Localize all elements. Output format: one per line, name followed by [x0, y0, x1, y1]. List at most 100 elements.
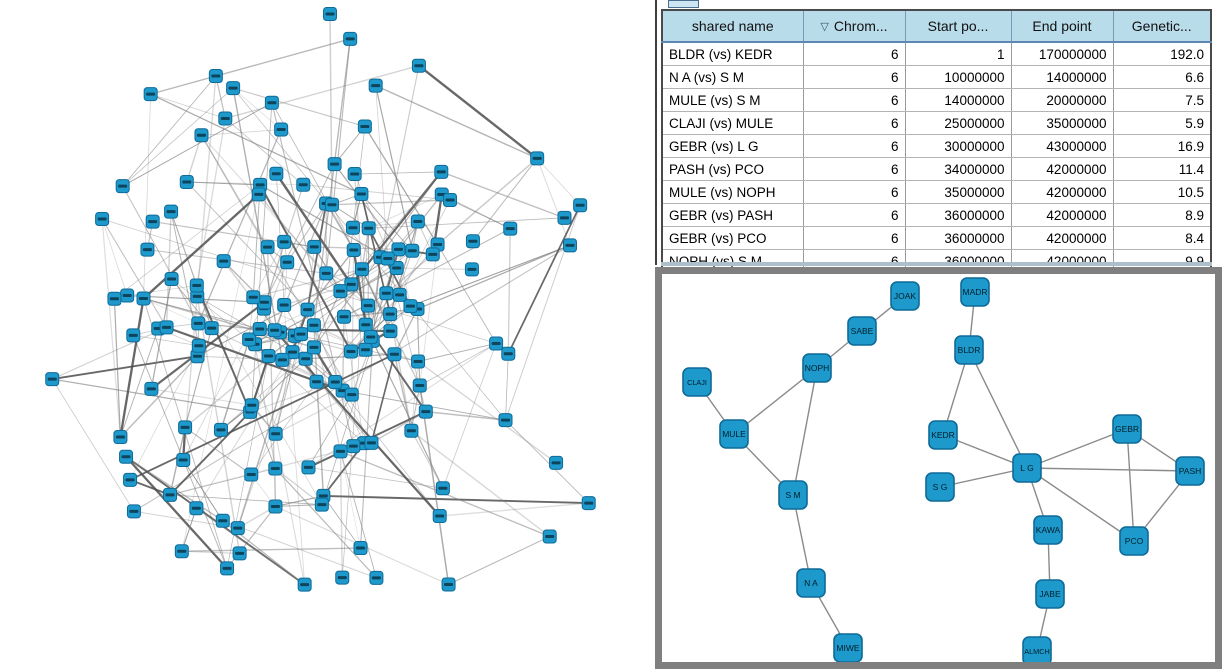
- network-node[interactable]: [218, 111, 233, 126]
- network-node[interactable]: [306, 318, 321, 333]
- network-node[interactable]: [140, 242, 155, 257]
- network-edge[interactable]: [200, 134, 353, 396]
- network-edge[interactable]: [197, 296, 293, 353]
- network-edge[interactable]: [101, 218, 497, 344]
- network-node[interactable]: [230, 521, 245, 536]
- network-edge[interactable]: [125, 456, 228, 570]
- network-node[interactable]: [489, 336, 504, 351]
- network-node[interactable]: [307, 239, 322, 254]
- table-row[interactable]: GEBR (vs) PCO 6 36000000 42000000 8.4: [662, 226, 1212, 250]
- network-node[interactable]: [346, 243, 361, 258]
- network-node[interactable]: [306, 340, 321, 355]
- network-edge[interactable]: [375, 85, 389, 259]
- network-node[interactable]: [333, 284, 348, 299]
- network-edge[interactable]: [225, 65, 420, 120]
- network-node[interactable]: [412, 378, 427, 393]
- network-node-s-g[interactable]: S G: [925, 472, 955, 502]
- network-edge[interactable]: [184, 328, 213, 428]
- network-node[interactable]: [379, 286, 394, 301]
- network-node-claji[interactable]: CLAJI: [682, 367, 712, 397]
- network-node-pash[interactable]: PASH: [1175, 456, 1205, 486]
- network-node[interactable]: [264, 95, 279, 110]
- network-edge[interactable]: [186, 181, 304, 186]
- network-node[interactable]: [363, 329, 378, 344]
- network-edge[interactable]: [101, 218, 168, 328]
- network-edge[interactable]: [122, 75, 217, 187]
- network-node[interactable]: [179, 174, 194, 189]
- network-edge[interactable]: [195, 351, 293, 509]
- network-node[interactable]: [277, 234, 292, 249]
- network-node[interactable]: [113, 430, 128, 445]
- network-edge[interactable]: [165, 211, 172, 328]
- network-edge[interactable]: [361, 193, 413, 252]
- network-edge[interactable]: [368, 217, 565, 229]
- network-node[interactable]: [159, 320, 174, 335]
- network-node[interactable]: [361, 221, 376, 236]
- network-edge[interactable]: [133, 335, 199, 347]
- network-node[interactable]: [309, 374, 324, 389]
- network-edge[interactable]: [253, 241, 285, 298]
- network-edge[interactable]: [507, 204, 581, 355]
- network-edge[interactable]: [232, 87, 284, 360]
- column-header-genetic-[interactable]: Genetic...: [1112, 9, 1212, 43]
- network-edge[interactable]: [449, 199, 511, 229]
- network-edge[interactable]: [122, 185, 199, 324]
- network-node[interactable]: [232, 546, 247, 561]
- network-edge[interactable]: [418, 64, 538, 160]
- network-edge[interactable]: [101, 218, 128, 296]
- network-edge[interactable]: [181, 550, 240, 554]
- network-edge[interactable]: [275, 495, 324, 508]
- filter-icon[interactable]: ▽: [820, 21, 829, 33]
- network-node[interactable]: [358, 342, 373, 357]
- network-edge[interactable]: [343, 227, 354, 317]
- network-edge[interactable]: [220, 347, 315, 431]
- network-node[interactable]: [242, 332, 257, 347]
- network-edge[interactable]: [350, 294, 401, 352]
- network-node[interactable]: [126, 504, 141, 519]
- network-edge[interactable]: [182, 302, 265, 461]
- network-node[interactable]: [361, 298, 376, 313]
- network-edge[interactable]: [321, 267, 398, 505]
- network-edge[interactable]: [1026, 467, 1135, 542]
- network-edge[interactable]: [340, 451, 361, 549]
- network-node[interactable]: [383, 324, 398, 339]
- table-row[interactable]: CLAJI (vs) MULE 6 25000000 35000000 5.9: [662, 111, 1212, 135]
- network-edge[interactable]: [351, 250, 355, 395]
- network-node[interactable]: [208, 68, 223, 83]
- network-node[interactable]: [353, 541, 368, 556]
- network-edge[interactable]: [142, 193, 260, 300]
- network-node[interactable]: [411, 58, 426, 73]
- network-node[interactable]: [319, 266, 334, 281]
- network-node[interactable]: [194, 128, 209, 143]
- network-edge[interactable]: [448, 536, 550, 585]
- network-edge[interactable]: [119, 355, 199, 438]
- network-edge[interactable]: [417, 360, 557, 464]
- network-edge[interactable]: [371, 411, 427, 444]
- network-edge[interactable]: [368, 194, 442, 229]
- network-edge[interactable]: [143, 297, 260, 330]
- network-edge[interactable]: [147, 249, 327, 274]
- network-node[interactable]: [95, 212, 110, 227]
- network-node-madr[interactable]: MADR: [960, 277, 990, 307]
- network-edge[interactable]: [334, 381, 440, 517]
- network-edge[interactable]: [437, 244, 497, 344]
- network-edge[interactable]: [184, 335, 296, 428]
- network-node[interactable]: [530, 151, 545, 166]
- network-node[interactable]: [387, 347, 402, 362]
- column-header-end-point[interactable]: End point: [1010, 9, 1114, 43]
- network-edge[interactable]: [331, 204, 355, 251]
- network-node[interactable]: [581, 496, 596, 511]
- network-edge[interactable]: [181, 508, 197, 552]
- network-node[interactable]: [244, 398, 259, 413]
- network-node[interactable]: [562, 238, 577, 253]
- network-node-bldr[interactable]: BLDR: [954, 335, 984, 365]
- network-edge[interactable]: [425, 410, 506, 421]
- network-node[interactable]: [358, 317, 373, 332]
- network-node[interactable]: [324, 197, 339, 212]
- network-node[interactable]: [345, 220, 360, 235]
- network-edge[interactable]: [232, 87, 282, 130]
- network-edge[interactable]: [361, 193, 413, 252]
- network-edge[interactable]: [354, 171, 442, 175]
- network-edge[interactable]: [505, 419, 590, 504]
- network-edge[interactable]: [334, 163, 399, 250]
